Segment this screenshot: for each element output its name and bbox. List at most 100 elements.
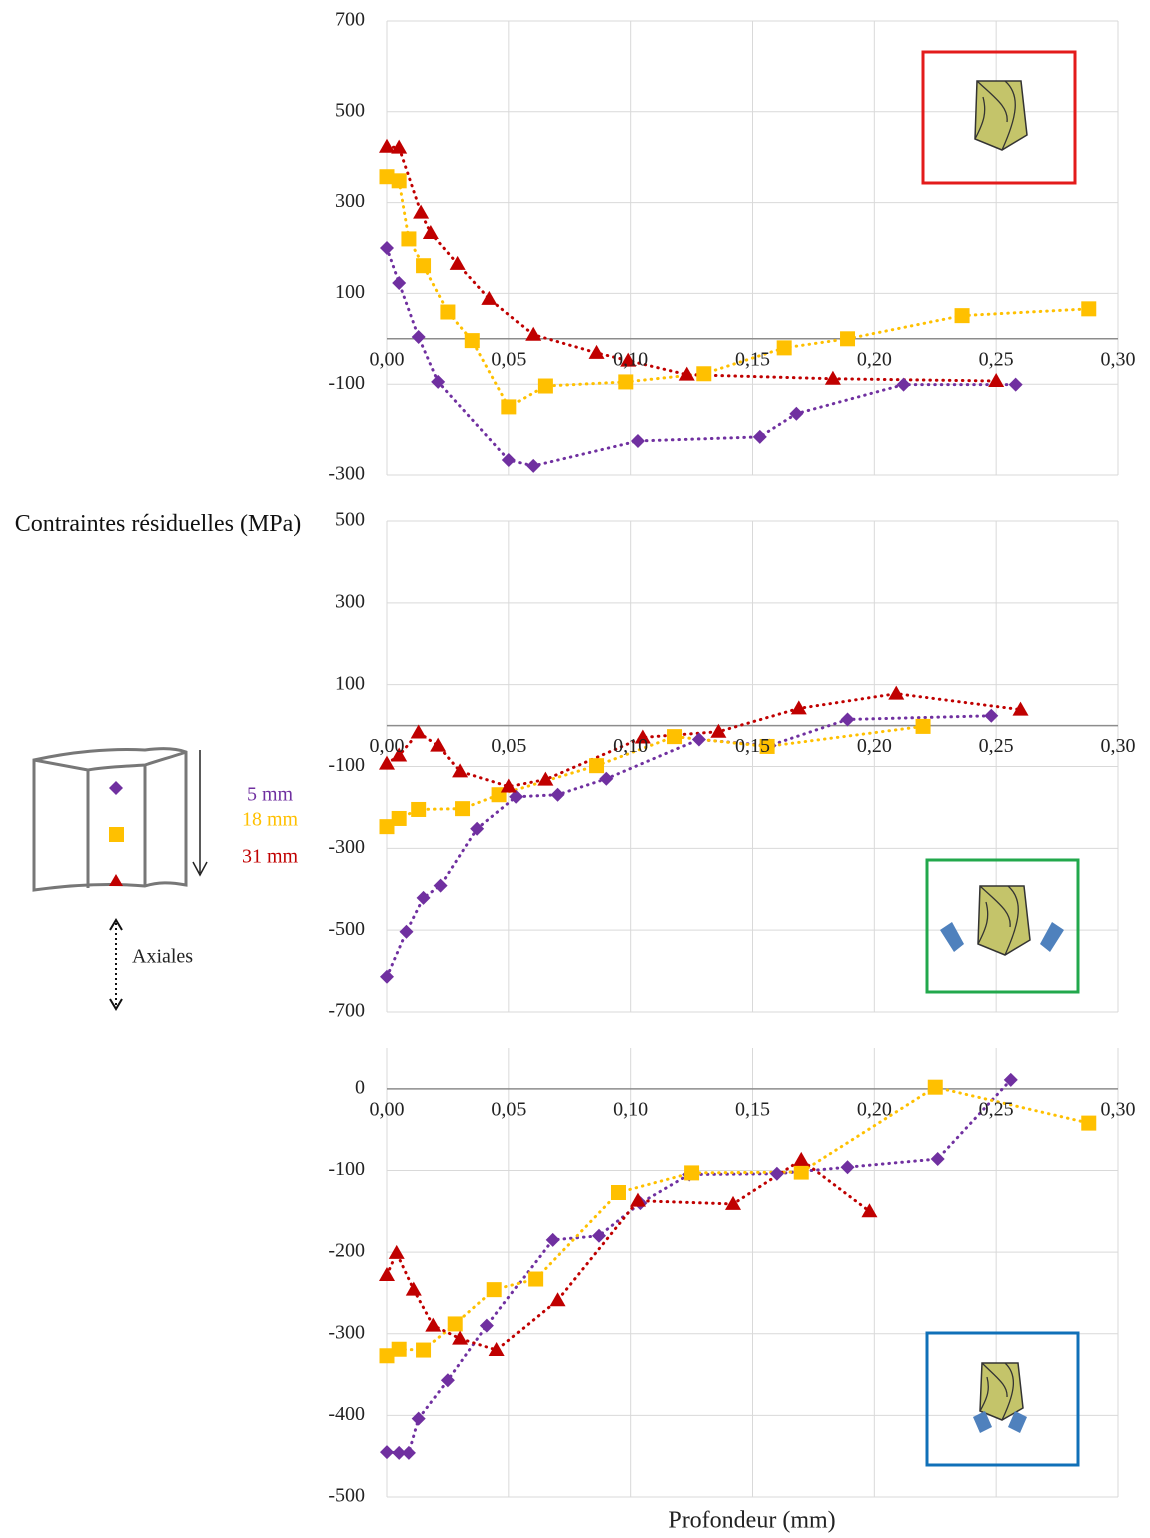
x-tick-label: 0,05 [491, 735, 526, 757]
x-tick-label: 0,30 [1101, 1098, 1136, 1120]
marker [481, 290, 498, 305]
marker [954, 308, 970, 324]
marker [392, 1445, 407, 1460]
marker [896, 377, 911, 392]
icon-frame [921, 50, 1077, 185]
marker [610, 1184, 626, 1200]
marker [915, 718, 931, 734]
marker [379, 138, 395, 153]
marker [930, 1152, 945, 1167]
marker [840, 331, 856, 347]
series-line [385, 714, 993, 979]
marker [927, 1079, 943, 1095]
marker [501, 453, 516, 468]
marker [388, 1244, 405, 1259]
y-tick-label: -500 [328, 1485, 365, 1507]
marker [537, 378, 553, 394]
marker [984, 708, 999, 723]
marker [545, 1232, 560, 1247]
marker [399, 924, 414, 939]
x-tick-label: 0,30 [1101, 735, 1136, 757]
x-tick-label: 0,05 [491, 348, 526, 370]
marker [422, 225, 439, 240]
marker [528, 1271, 544, 1287]
x-tick-label: 0,15 [735, 735, 770, 757]
y-tick-label: 300 [335, 590, 365, 612]
marker [501, 399, 517, 415]
marker [380, 1445, 394, 1460]
y-tick-label: 100 [335, 281, 365, 303]
marker [667, 729, 683, 745]
marker [525, 326, 542, 341]
x-tick-label: 0,20 [857, 735, 892, 757]
marker [789, 406, 804, 421]
x-tick-label: 0,00 [370, 348, 405, 370]
drill-icon [940, 885, 1064, 956]
grid-layer [386, 20, 1119, 1498]
marker [391, 747, 408, 762]
series-line [385, 1078, 1013, 1455]
marker [630, 433, 645, 448]
marker [488, 1342, 505, 1357]
drill-icon [973, 1362, 1027, 1433]
marker [1008, 377, 1023, 392]
drill-icon [974, 80, 1028, 151]
marker [410, 724, 427, 739]
marker [430, 737, 447, 752]
x-tick-label: 0,00 [370, 1098, 405, 1120]
marker [425, 1317, 442, 1332]
marker [888, 685, 905, 700]
marker [618, 374, 634, 390]
y-tick-label: -200 [328, 1240, 365, 1262]
marker [696, 366, 712, 382]
series-line [385, 246, 1018, 468]
marker [793, 1164, 809, 1180]
x-tick-label: 0,05 [491, 1098, 526, 1120]
marker [526, 458, 541, 473]
y-tick-label: -700 [328, 1000, 365, 1022]
marker [380, 241, 394, 255]
marker [776, 340, 792, 356]
marker [411, 801, 427, 817]
legend-label: 18 mm [242, 809, 299, 831]
legend-label: 5 mm [247, 784, 294, 806]
marker [379, 169, 395, 185]
x-tick-label: 0,25 [979, 348, 1014, 370]
marker [449, 255, 466, 270]
x-tick-label: 0,10 [613, 1098, 648, 1120]
y-tick-label: 300 [335, 190, 365, 212]
y-axis-label: Contraintes résiduelles (MPa) [14, 511, 302, 537]
x-tick-label: 0,25 [979, 735, 1014, 757]
marker [379, 1348, 395, 1364]
x-tick-label: 0,15 [735, 1098, 770, 1120]
y-tick-label: -300 [328, 836, 365, 858]
marker [684, 1165, 700, 1181]
marker [861, 1203, 878, 1218]
x-tick-label: 0,20 [857, 348, 892, 370]
marker [464, 333, 480, 349]
series-line [385, 145, 998, 383]
y-tick-label: -100 [328, 372, 365, 394]
marker [752, 429, 767, 444]
marker [391, 810, 407, 826]
specimen-diagram [32, 747, 208, 1011]
marker [500, 778, 517, 793]
marker [549, 1292, 566, 1307]
y-tick-label: -100 [328, 754, 365, 776]
x-tick-label: 0,10 [613, 735, 648, 757]
marker [411, 329, 426, 344]
marker [411, 1411, 426, 1426]
marker [447, 1316, 463, 1332]
y-tick-label: 100 [335, 672, 365, 694]
marker [790, 700, 807, 715]
y-tick-label: 500 [335, 509, 365, 531]
y-tick-label: -300 [328, 1321, 365, 1343]
text-layer: Axiales 5 mm 18 mm 31 mm Profondeur (mm)… [132, 9, 1136, 1534]
legend-label: 31 mm [242, 846, 299, 868]
marker [379, 1266, 395, 1281]
marker [379, 819, 395, 835]
x-axis-label: Profondeur (mm) [668, 1508, 835, 1534]
marker [759, 738, 775, 754]
marker [588, 344, 605, 359]
marker [1012, 701, 1029, 716]
